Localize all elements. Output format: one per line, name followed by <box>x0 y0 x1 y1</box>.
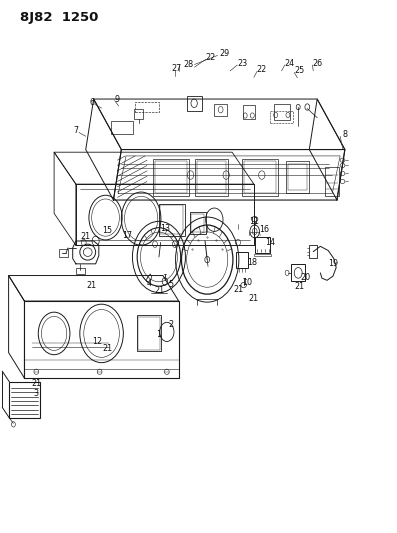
Text: 16: 16 <box>259 225 269 234</box>
Bar <box>309 245 317 258</box>
Text: 12: 12 <box>93 337 103 346</box>
Bar <box>244 161 276 193</box>
Bar <box>111 121 133 134</box>
Text: 8J82  1250: 8J82 1250 <box>21 11 99 24</box>
Text: 6: 6 <box>89 98 94 107</box>
Text: 21: 21 <box>294 282 304 291</box>
Text: 28: 28 <box>183 60 194 69</box>
Text: 21: 21 <box>249 294 259 303</box>
Text: 29: 29 <box>219 50 229 58</box>
Bar <box>243 106 255 119</box>
Text: 3: 3 <box>34 389 39 398</box>
Text: 17: 17 <box>122 231 132 240</box>
Text: 8: 8 <box>342 130 347 139</box>
Text: 14: 14 <box>265 238 275 247</box>
Ellipse shape <box>205 256 210 263</box>
Bar <box>274 104 290 120</box>
Text: 10: 10 <box>242 278 252 287</box>
Bar <box>285 161 309 193</box>
Text: 25: 25 <box>294 67 304 75</box>
Bar <box>135 109 143 119</box>
Bar <box>59 249 68 257</box>
Text: 21: 21 <box>233 285 243 294</box>
Text: 7: 7 <box>73 126 79 135</box>
Bar <box>287 164 307 190</box>
Text: 13: 13 <box>160 224 170 233</box>
Text: 2: 2 <box>168 320 173 329</box>
Bar <box>191 214 204 232</box>
Bar <box>254 254 271 256</box>
Bar <box>139 317 160 350</box>
Text: 9: 9 <box>115 94 120 103</box>
Bar <box>195 159 228 196</box>
Bar <box>242 159 278 196</box>
Bar <box>197 161 226 193</box>
Text: 11: 11 <box>249 217 259 227</box>
Bar <box>10 382 40 418</box>
Text: 5: 5 <box>168 280 173 289</box>
Bar <box>291 264 305 281</box>
Text: 21: 21 <box>31 379 41 388</box>
Text: 27: 27 <box>172 64 182 73</box>
Bar <box>237 252 249 268</box>
Text: 21: 21 <box>154 286 164 295</box>
Bar <box>76 268 85 274</box>
Text: 24: 24 <box>284 59 295 68</box>
Bar <box>190 212 206 233</box>
Bar <box>255 237 270 253</box>
Bar <box>187 96 202 111</box>
Text: 20: 20 <box>300 273 310 281</box>
Text: 1: 1 <box>156 330 162 339</box>
Bar <box>160 205 183 234</box>
Text: 21: 21 <box>81 232 91 241</box>
Text: 23: 23 <box>237 59 247 68</box>
Text: 26: 26 <box>312 59 322 68</box>
Bar <box>159 204 185 236</box>
Bar <box>153 159 189 196</box>
Bar <box>155 161 187 193</box>
Text: 18: 18 <box>247 258 257 266</box>
Text: 21: 21 <box>87 280 97 289</box>
Text: 15: 15 <box>102 226 113 235</box>
Text: 22: 22 <box>205 53 216 62</box>
Text: 22: 22 <box>257 66 267 74</box>
Text: 19: 19 <box>328 260 338 268</box>
Bar <box>214 104 227 116</box>
Bar <box>137 315 161 351</box>
Bar <box>325 167 339 196</box>
Text: 21: 21 <box>102 344 113 353</box>
Text: 4: 4 <box>146 279 152 288</box>
